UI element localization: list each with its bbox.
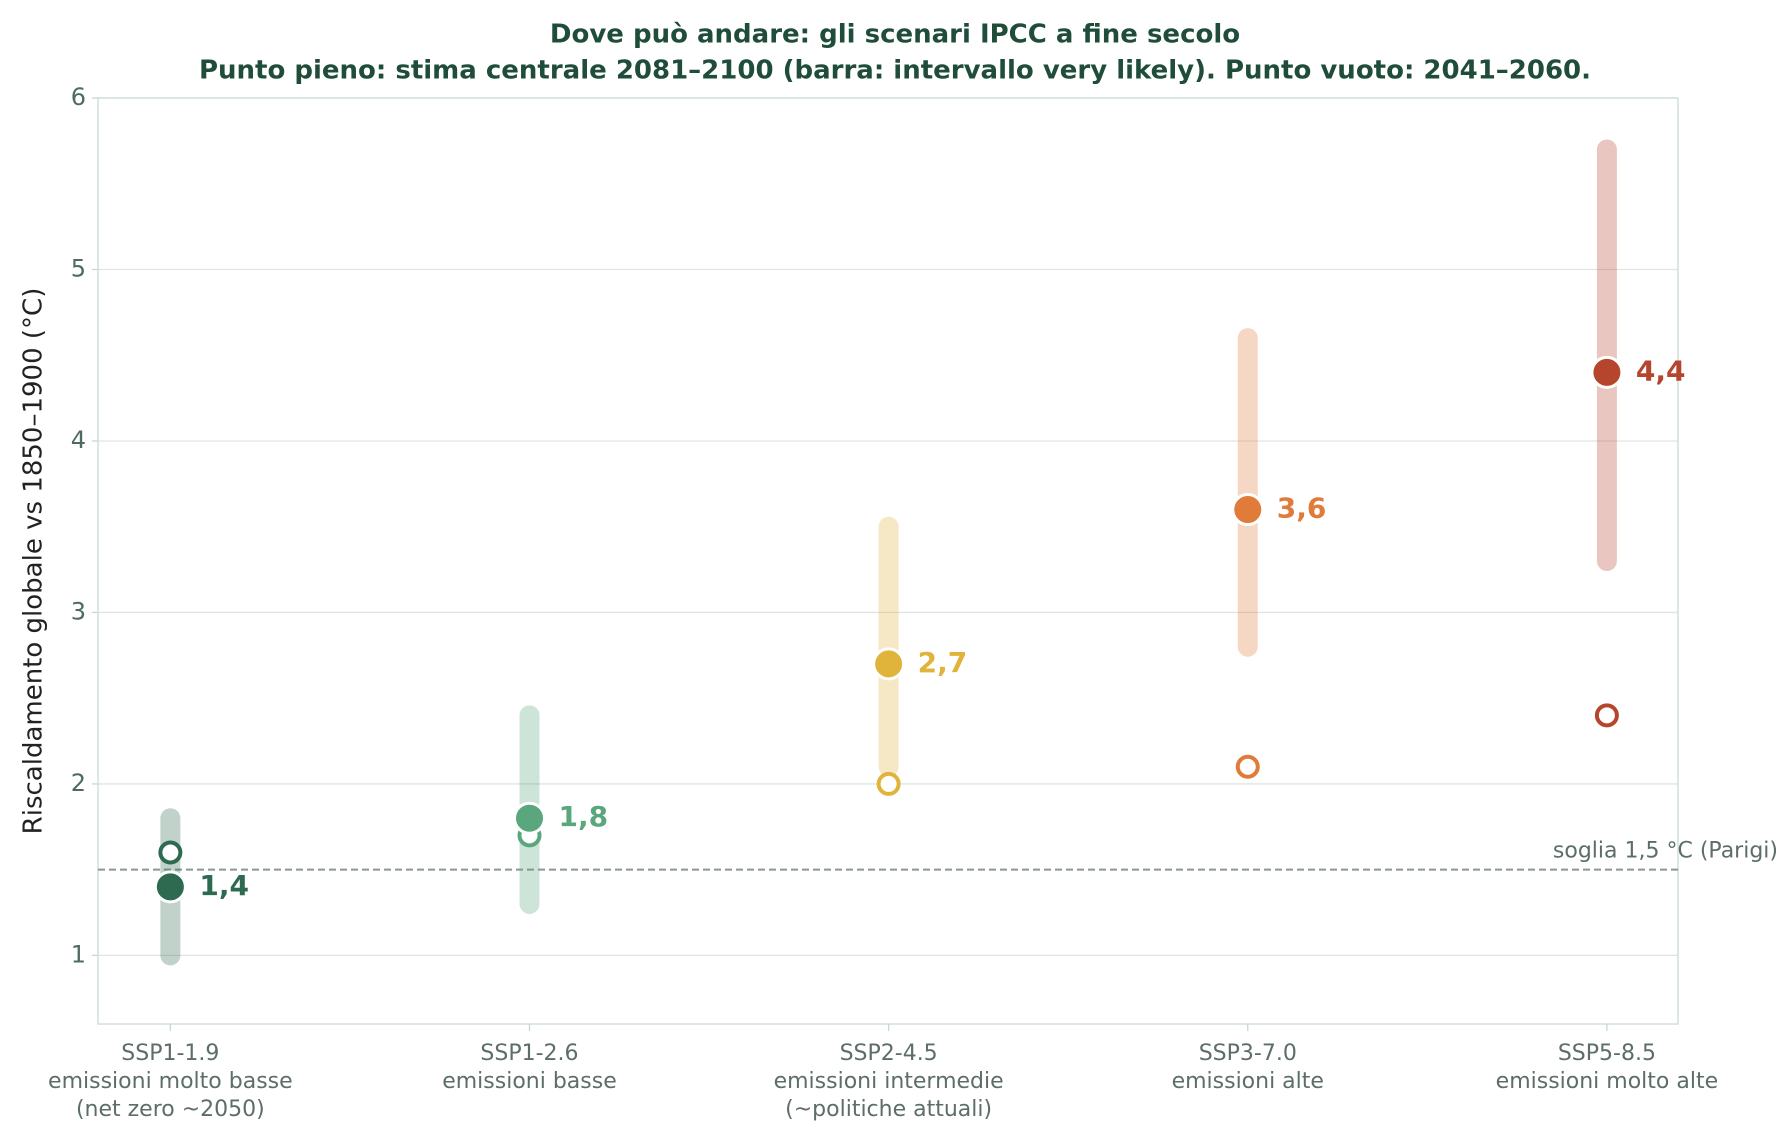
y-tick-label: 5 [71, 254, 86, 282]
y-tick-label: 3 [71, 597, 86, 625]
y-tick-label: 1 [71, 940, 86, 968]
value-label: 2,7 [918, 646, 968, 679]
x-tick-label: emissioni molto basse [48, 1069, 293, 1094]
y-axis-label: Riscaldamento globale vs 1850–1900 (°C) [19, 288, 49, 835]
central-point [153, 870, 187, 904]
mid-century-point [1594, 703, 1619, 728]
chart-subtitle: Punto pieno: stima centrale 2081–2100 (b… [199, 56, 1591, 86]
x-tick-label: emissioni alte [1172, 1069, 1324, 1094]
x-tick-label: SSP3-7.0 [1199, 1041, 1297, 1066]
central-point [1231, 493, 1265, 527]
value-label: 1,4 [199, 869, 249, 902]
x-tick-label: emissioni intermedie [774, 1069, 1004, 1094]
y-tick-label: 4 [71, 426, 86, 454]
x-tick-label: SSP1-1.9 [121, 1041, 219, 1066]
x-tick-label: emissioni molto alte [1496, 1069, 1718, 1094]
chart-title: Dove può andare: gli scenari IPCC a fine… [550, 20, 1240, 50]
central-point [512, 801, 546, 835]
mid-century-point [1235, 754, 1260, 779]
value-label: 1,8 [558, 800, 608, 833]
x-tick-label: (~politiche attuali) [785, 1097, 992, 1122]
x-tick-label: emissioni basse [442, 1069, 617, 1094]
value-label: 3,6 [1277, 492, 1327, 525]
threshold-label: soglia 1,5 °C (Parigi) [1553, 839, 1778, 864]
mid-century-point [876, 771, 901, 796]
x-tick-label: (net zero ~2050) [76, 1097, 265, 1122]
x-tick-label: SSP2-4.5 [840, 1041, 938, 1066]
mid-century-point [158, 840, 183, 865]
x-tick-label: SSP5-8.5 [1558, 1041, 1656, 1066]
value-label: 4,4 [1636, 354, 1686, 387]
central-point [872, 647, 906, 681]
y-tick-label: 2 [71, 769, 86, 797]
y-tick-label: 6 [71, 83, 86, 111]
central-point [1590, 355, 1624, 389]
x-tick-label: SSP1-2.6 [480, 1041, 578, 1066]
